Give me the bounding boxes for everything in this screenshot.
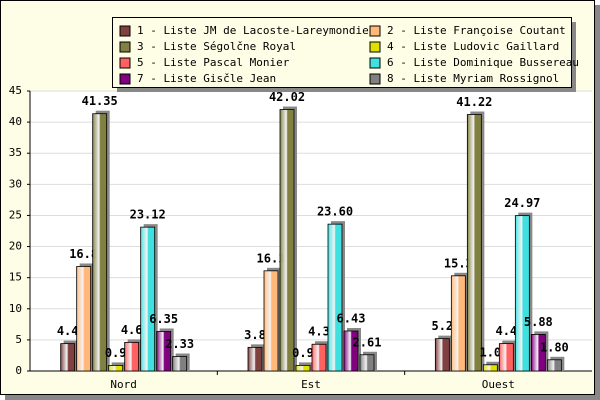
value-label: 5.88 [524,315,553,329]
bar [450,275,466,372]
bar [60,343,76,372]
legend-label: 4 - Liste Ludovic Gaillard [387,40,559,53]
bar [76,266,92,372]
value-label: 16.1 [257,251,286,265]
frame-shadow [595,5,600,400]
y-tick-label: 30 [9,177,22,190]
value-label: 6.43 [337,311,366,325]
bar [263,270,279,372]
value-label: 1.0 [479,345,501,359]
y-tick-label: 35 [9,146,22,159]
y-tick-label: 40 [9,115,22,128]
value-label: 3.8 [244,328,266,342]
value-label: 23.12 [130,208,166,222]
value-label: 4.4 [57,324,79,338]
value-label: 5.2 [431,319,453,333]
x-tick-label: Nord [110,378,137,391]
legend-swatch [369,73,381,85]
value-label: 41.22 [456,95,492,109]
y-tick-label: 15 [9,271,22,284]
value-label: 42.02 [269,90,305,104]
value-label: 1.80 [540,340,569,354]
bar [279,109,295,372]
legend-label: 7 - Liste Gisčle Jean [137,72,276,85]
value-label: 6.35 [149,312,178,326]
legend-label: 8 - Liste Myriam Rossignol [387,72,559,85]
bar [247,346,263,372]
value-label: 2.61 [353,335,382,349]
bar [482,364,498,372]
value-label: 0.9 [105,346,127,360]
bar [530,334,546,372]
bar [92,113,108,372]
legend-swatch [119,25,131,37]
bar [172,356,188,372]
x-tick-label: Ouest [482,378,515,391]
value-label: 24.97 [504,196,540,210]
legend-label: 6 - Liste Dominique Bussereau [387,56,579,69]
legend-swatch [369,25,381,37]
legend-swatch [369,41,381,53]
legend-swatch [119,73,131,85]
legend-swatch [119,41,131,53]
y-tick-label: 0 [15,364,22,377]
legend [112,17,572,88]
value-label: 4.4 [495,324,517,338]
bar [514,215,530,372]
bar [434,338,450,372]
value-label: 16.8 [69,247,98,261]
bar [546,359,562,372]
bar [140,226,156,372]
bar [295,364,311,372]
plot-area [30,91,592,371]
bar [359,354,375,372]
bar [108,364,124,372]
legend-label: 3 - Liste Ségolčne Royal [137,40,296,53]
bar [156,331,172,372]
legend-label: 1 - Liste JM de Lacoste-Lareymondie [137,24,369,37]
bar [311,343,327,372]
y-tick-label: 25 [9,208,22,221]
legend-swatch [119,57,131,69]
x-tick-label: Est [301,378,321,391]
bar [498,343,514,372]
value-label: 4.3 [308,325,330,339]
value-label: 15.3 [444,256,473,270]
y-tick-label: 20 [9,240,22,253]
bar [327,223,343,372]
legend-label: 5 - Liste Pascal Monier [137,56,290,69]
y-tick-label: 10 [9,302,22,315]
y-tick-label: 5 [15,333,22,346]
y-tick-label: 45 [9,84,22,97]
legend-swatch [369,57,381,69]
value-label: 4.6 [121,323,143,337]
value-label: 41.35 [82,94,118,108]
legend-label: 2 - Liste Françoise Coutant [387,24,566,37]
bar [343,330,359,372]
value-label: 23.60 [317,205,353,219]
value-label: 2.33 [165,337,194,351]
bar [124,341,140,372]
value-label: 0.9 [292,346,314,360]
frame-shadow [5,395,600,400]
bar [466,114,482,372]
